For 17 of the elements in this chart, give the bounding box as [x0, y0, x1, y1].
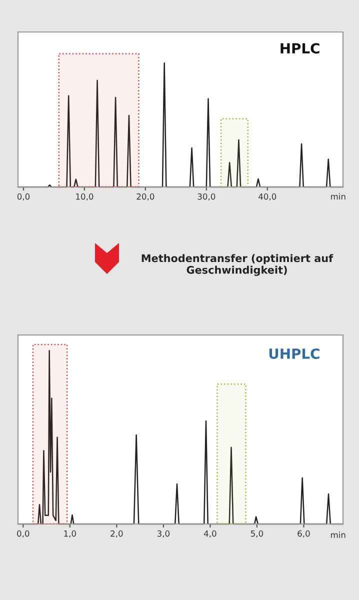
x-tick-label: 5,0	[250, 530, 264, 538]
x-axis-title: min	[331, 532, 346, 538]
x-tick-label: 20,0	[136, 193, 154, 201]
x-tick-label: 6,0	[298, 530, 310, 538]
chart-title: UHPLC	[269, 348, 320, 359]
x-tick-label: 30,0	[198, 193, 216, 201]
x-tick-label: 3,0	[157, 530, 170, 538]
chart-title: HPLC	[280, 43, 320, 54]
x-tick-label: 1,0	[64, 530, 76, 538]
x-tick-label: 10,0	[76, 193, 94, 201]
x-tick-label: 40,0	[258, 193, 276, 201]
x-tick-label: 0,0	[17, 193, 30, 201]
x-axis-title: min	[331, 193, 346, 200]
text: Methodentransfer (optimiert auf Geschwindigkeit)	[142, 254, 334, 276]
x-tick-label: 2,0	[110, 530, 123, 538]
x-tick-label: 0,0	[17, 530, 30, 538]
x-tick-label: 4,0	[204, 530, 216, 538]
